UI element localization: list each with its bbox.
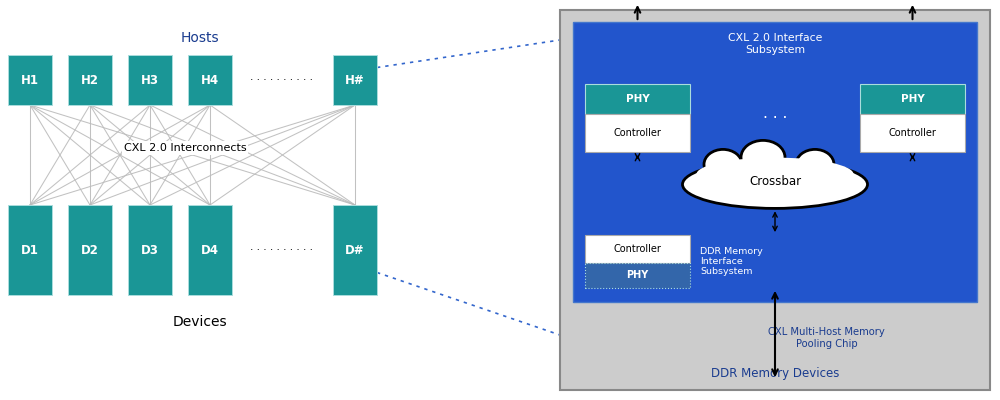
Text: · · · · · · · · · ·: · · · · · · · · · · <box>250 75 314 85</box>
Text: DDR Memory
Interface
Subsystem: DDR Memory Interface Subsystem <box>700 246 763 276</box>
FancyBboxPatch shape <box>128 205 172 295</box>
FancyBboxPatch shape <box>585 114 690 152</box>
Text: · · · · · · · · · ·: · · · · · · · · · · <box>250 245 314 255</box>
FancyBboxPatch shape <box>333 205 377 295</box>
Ellipse shape <box>682 160 868 208</box>
Text: H1: H1 <box>21 74 39 86</box>
FancyBboxPatch shape <box>188 55 232 105</box>
Text: Controller: Controller <box>614 128 661 138</box>
FancyBboxPatch shape <box>333 55 377 105</box>
Text: D#: D# <box>345 244 365 256</box>
Text: · · ·: · · · <box>763 110 787 126</box>
Text: H2: H2 <box>81 74 99 86</box>
Text: CXL Multi-Host Memory
Pooling Chip: CXL Multi-Host Memory Pooling Chip <box>768 327 885 349</box>
Text: CXL 2.0 Interconnects: CXL 2.0 Interconnects <box>124 143 246 153</box>
Text: D1: D1 <box>21 244 39 256</box>
Text: H4: H4 <box>201 74 219 86</box>
Text: H#: H# <box>345 74 365 86</box>
Ellipse shape <box>696 158 854 191</box>
FancyBboxPatch shape <box>128 55 172 105</box>
Text: Controller: Controller <box>614 244 661 254</box>
Text: Hosts: Hosts <box>181 31 219 45</box>
FancyBboxPatch shape <box>860 114 965 152</box>
Text: PHY: PHY <box>626 94 649 104</box>
Ellipse shape <box>704 150 742 179</box>
FancyBboxPatch shape <box>573 22 977 302</box>
FancyBboxPatch shape <box>585 263 690 288</box>
FancyBboxPatch shape <box>860 84 965 114</box>
Text: Devices: Devices <box>173 315 227 329</box>
FancyBboxPatch shape <box>560 10 990 390</box>
FancyBboxPatch shape <box>188 205 232 295</box>
Text: Controller: Controller <box>889 128 936 138</box>
Text: PHY: PHY <box>901 94 924 104</box>
FancyBboxPatch shape <box>68 205 112 295</box>
Text: D3: D3 <box>141 244 159 256</box>
FancyBboxPatch shape <box>8 55 52 105</box>
Ellipse shape <box>796 150 834 179</box>
Text: PHY: PHY <box>626 270 649 280</box>
FancyBboxPatch shape <box>585 84 690 114</box>
FancyBboxPatch shape <box>68 55 112 105</box>
Text: DDR Memory Devices: DDR Memory Devices <box>711 366 839 380</box>
Text: Crossbar: Crossbar <box>749 175 801 188</box>
Text: H3: H3 <box>141 74 159 86</box>
Text: D4: D4 <box>201 244 219 256</box>
Text: CXL 2.0 Interface
Subsystem: CXL 2.0 Interface Subsystem <box>728 33 822 55</box>
FancyBboxPatch shape <box>585 235 690 263</box>
FancyBboxPatch shape <box>8 205 52 295</box>
Ellipse shape <box>741 140 785 174</box>
Text: D2: D2 <box>81 244 99 256</box>
